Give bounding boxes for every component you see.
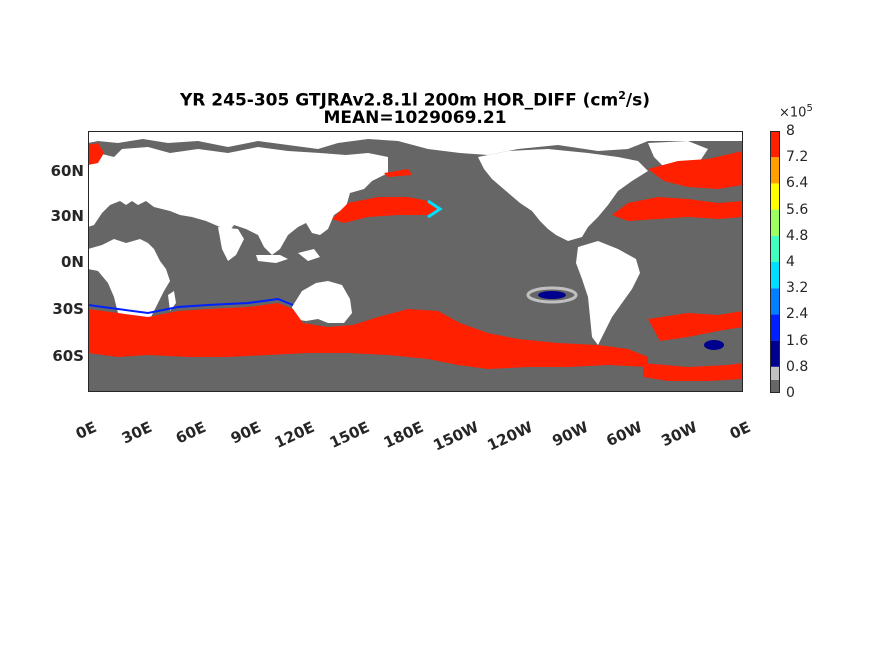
title-suffix: /s) [625, 90, 650, 111]
colorbar-multiplier-exp: 5 [806, 103, 813, 114]
ytick-30n: 30N [50, 207, 84, 225]
colorbar-frame [770, 131, 780, 393]
colorbar [770, 131, 780, 393]
xtick-8: 120W [484, 418, 536, 455]
colorbar-multiplier: ×105 [779, 103, 813, 120]
north-atlantic-high-diffusivity [612, 197, 743, 221]
subpolar-atlantic-high-diffusivity [648, 151, 743, 189]
madagascar [168, 291, 176, 311]
colorbar-tick-7: 2.4 [786, 306, 809, 323]
colorbar-segment-0 [770, 379, 780, 393]
southern-ocean-high-diffusivity [88, 303, 648, 369]
colorbar-tick-9: 0.8 [786, 358, 809, 375]
south-atlantic-high-diffusivity [648, 311, 743, 341]
arctic-region [88, 131, 743, 155]
xtick-7: 150W [429, 418, 481, 455]
colorbar-segment-4 [770, 288, 780, 315]
colorbar-multiplier-base: ×10 [779, 105, 807, 121]
plot-title-mean: MEAN=1029069.21 [323, 108, 507, 128]
xtick-2: 60E [172, 418, 209, 448]
australia [292, 281, 352, 323]
colorbar-segment-9 [770, 157, 780, 184]
colorbar-tick-4: 4.8 [786, 227, 809, 244]
plot-title-line1: YR 245-305 GTJRAv2.8.1l 200m HOR_DIFF (c… [88, 86, 742, 111]
colorbar-tick-8: 1.6 [786, 332, 809, 349]
map-axes-frame [88, 131, 743, 392]
colorbar-tick-6: 3.2 [786, 280, 809, 297]
colorbar-segment-10 [770, 131, 780, 158]
xtick-0: 0E [72, 418, 100, 444]
colorbar-tick-2: 6.4 [786, 175, 809, 192]
new-guinea [298, 249, 320, 261]
south-pacific-low-diffusivity-patch [538, 291, 566, 299]
xtick-12: 0E [726, 418, 754, 444]
norwegian-sea-high-diffusivity [88, 143, 104, 165]
ytick-0n: 0N [61, 253, 84, 271]
ytick-60s: 60S [52, 347, 84, 365]
title-superscript: 2 [618, 89, 626, 102]
xtick-11: 30W [658, 418, 700, 451]
xtick-1: 30E [118, 418, 155, 448]
southern-ocean-edge-contour [88, 297, 294, 315]
xtick-10: 60W [603, 418, 646, 451]
xtick-9: 90W [549, 418, 591, 451]
xtick-5: 150E [326, 418, 372, 452]
eurasia-landmass [88, 147, 388, 255]
colorbar-tick-5: 4 [786, 254, 795, 270]
colorbar-segment-5 [770, 262, 780, 289]
colorbar-segment-1 [770, 366, 780, 380]
north-pacific-kuroshio-high-diffusivity [332, 197, 438, 223]
xtick-4: 120E [271, 418, 318, 452]
colorbar-tick-10: 0 [786, 385, 795, 401]
colorbar-segment-6 [770, 235, 780, 262]
ytick-60n: 60N [50, 162, 84, 180]
colorbar-segment-7 [770, 209, 780, 236]
colorbar-segment-8 [770, 183, 780, 210]
india [218, 227, 244, 261]
indonesia [256, 255, 288, 263]
weddell-high-diffusivity [643, 363, 743, 381]
japan [316, 187, 332, 211]
ytick-30s: 30S [52, 300, 84, 318]
colorbar-tick-1: 7.2 [786, 149, 809, 166]
south-atlantic-blue-patch [704, 340, 724, 350]
diffusivity-map [88, 131, 743, 392]
north-america [478, 149, 648, 241]
xtick-3: 90E [227, 418, 264, 448]
colorbar-tick-0: 8 [786, 123, 795, 139]
colorbar-tick-3: 5.6 [786, 201, 809, 218]
colorbar-segment-2 [770, 340, 780, 367]
colorbar-segment-3 [770, 314, 780, 341]
south-pacific-patch-outline [526, 286, 578, 304]
xtick-6: 180E [380, 418, 427, 452]
south-america [576, 241, 640, 345]
okhotsk-high-diffusivity [384, 169, 412, 177]
kuroshio-edge-contour [427, 199, 443, 219]
africa-landmass [88, 239, 170, 335]
title-prefix: YR 245-305 GTJRAv2.8.1l 200m HOR_DIFF (c… [179, 90, 619, 111]
